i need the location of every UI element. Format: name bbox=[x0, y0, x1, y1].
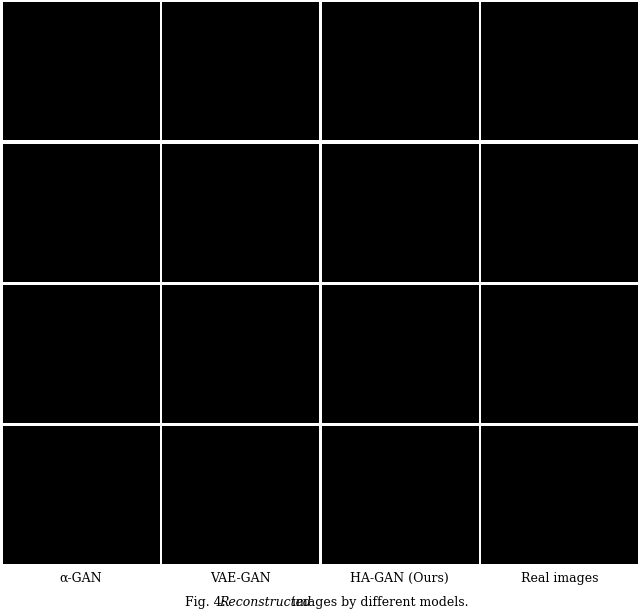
Text: VAE-GAN: VAE-GAN bbox=[210, 572, 271, 585]
Text: Fig. 4:: Fig. 4: bbox=[185, 596, 230, 609]
Text: α-GAN: α-GAN bbox=[60, 572, 102, 585]
Text: HA-GAN (Ours): HA-GAN (Ours) bbox=[350, 572, 449, 585]
Text: images by different models.: images by different models. bbox=[287, 596, 468, 609]
Text: Reconstructed: Reconstructed bbox=[219, 596, 311, 609]
Text: Real images: Real images bbox=[520, 572, 598, 585]
